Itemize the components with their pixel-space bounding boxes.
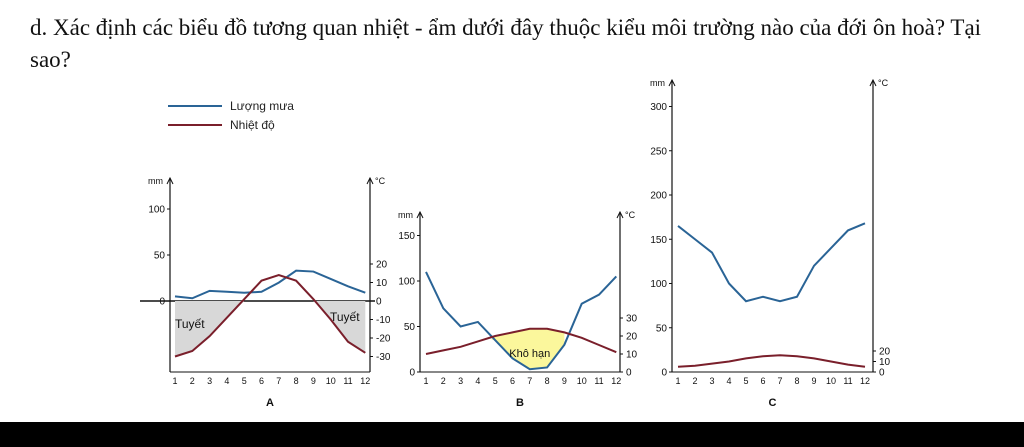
right-axis-arrow <box>869 78 877 87</box>
right-axis-unit: °C <box>375 176 386 186</box>
month-tick-label: 12 <box>611 376 621 386</box>
snow-label-left: Tuyết <box>175 317 205 331</box>
dry-label: Khô hạn <box>509 348 550 360</box>
month-tick-label: 7 <box>276 376 281 386</box>
left-tick-label: 100 <box>398 277 415 288</box>
snow-area <box>175 301 366 357</box>
month-tick-label: 6 <box>259 376 264 386</box>
month-tick-label: 2 <box>692 376 697 386</box>
month-tick-label: 1 <box>172 376 177 386</box>
month-tick-label: 2 <box>441 376 446 386</box>
month-tick-label: 4 <box>475 376 480 386</box>
left-tick-label: 0 <box>661 368 667 379</box>
right-tick-label: 10 <box>879 357 891 368</box>
month-tick-label: 6 <box>760 376 765 386</box>
right-axis-unit: °C <box>625 210 636 220</box>
rain-line <box>425 271 618 371</box>
month-tick-label: 2 <box>190 376 195 386</box>
chart-label: B <box>516 397 524 409</box>
left-tick-label: 200 <box>650 191 667 202</box>
chart-label: C <box>769 397 777 409</box>
temperature-rainfall-charts: Lượng mưa Nhiệt độ mm °C05010020100-10-20… <box>140 78 891 409</box>
month-tick-label: 7 <box>777 376 782 386</box>
month-tick-label: 12 <box>860 376 870 386</box>
left-axis-arrow <box>668 78 676 87</box>
month-tick-label: 10 <box>577 376 587 386</box>
left-tick-label: 150 <box>650 235 667 246</box>
month-tick-label: 1 <box>675 376 680 386</box>
month-tick-label: 3 <box>458 376 463 386</box>
right-tick-label: 0 <box>879 368 885 379</box>
rain-line <box>677 222 866 303</box>
month-tick-label: 8 <box>294 376 299 386</box>
left-tick-label: 150 <box>398 231 415 242</box>
legend-temp-label: Nhiệt độ <box>230 118 275 132</box>
left-axis-unit: mm <box>148 176 163 186</box>
rain-line <box>174 269 366 300</box>
month-tick-label: 11 <box>343 376 352 386</box>
month-tick-label: 5 <box>493 376 498 386</box>
month-tick-label: 11 <box>594 376 603 386</box>
month-tick-label: 10 <box>826 376 836 386</box>
left-axis-arrow <box>166 176 174 185</box>
right-tick-label: 10 <box>626 350 638 361</box>
month-tick-label: 9 <box>311 376 316 386</box>
question-text: d. Xác định các biểu đồ tương quan nhiệt… <box>30 15 982 72</box>
legend-rain-label: Lượng mưa <box>230 99 294 113</box>
left-tick-label: 0 <box>159 297 165 308</box>
temp-line <box>174 274 366 358</box>
month-tick-label: 6 <box>510 376 515 386</box>
chart-label: A <box>266 397 274 409</box>
right-tick-label: 0 <box>376 297 382 308</box>
month-tick-label: 7 <box>527 376 532 386</box>
right-tick-label: 10 <box>376 278 388 289</box>
month-tick-label: 9 <box>562 376 567 386</box>
bottom-black-bar <box>0 422 1024 447</box>
month-tick-label: 1 <box>423 376 428 386</box>
right-tick-label: 20 <box>376 260 388 271</box>
right-axis-arrow <box>366 176 374 185</box>
month-tick-label: 8 <box>794 376 799 386</box>
month-tick-label: 3 <box>709 376 714 386</box>
right-tick-label: -30 <box>376 352 391 363</box>
left-tick-label: 100 <box>650 279 667 290</box>
legend: Lượng mưa Nhiệt độ <box>168 99 294 132</box>
left-axis-unit: mm <box>398 210 413 220</box>
snow-label-right: Tuyết <box>330 310 360 324</box>
month-tick-label: 4 <box>726 376 731 386</box>
dry-area <box>491 328 565 370</box>
temp-line <box>677 354 866 368</box>
right-tick-label: -20 <box>376 334 391 345</box>
month-tick-label: 8 <box>545 376 550 386</box>
left-tick-label: 300 <box>650 102 667 113</box>
right-axis-unit: °C <box>878 78 889 88</box>
right-tick-label: -10 <box>376 315 391 326</box>
left-axis-arrow <box>416 210 424 219</box>
month-tick-label: 4 <box>224 376 229 386</box>
month-tick-label: 10 <box>326 376 336 386</box>
left-tick-label: 0 <box>409 368 415 379</box>
month-tick-label: 11 <box>843 376 852 386</box>
temp-line <box>425 327 617 355</box>
month-tick-label: 5 <box>743 376 748 386</box>
right-tick-label: 30 <box>626 314 638 325</box>
right-tick-label: 20 <box>626 332 638 343</box>
month-tick-label: 5 <box>242 376 247 386</box>
right-tick-label: 20 <box>879 347 891 358</box>
month-tick-label: 12 <box>360 376 370 386</box>
left-tick-label: 50 <box>154 251 166 262</box>
month-tick-label: 3 <box>207 376 212 386</box>
left-tick-label: 100 <box>148 205 165 216</box>
left-tick-label: 250 <box>650 146 667 157</box>
left-tick-label: 50 <box>656 323 668 334</box>
left-tick-label: 50 <box>404 322 416 333</box>
left-axis-unit: mm <box>650 78 665 88</box>
right-axis-arrow <box>616 210 624 219</box>
month-tick-label: 9 <box>811 376 816 386</box>
right-tick-label: 0 <box>626 368 632 379</box>
